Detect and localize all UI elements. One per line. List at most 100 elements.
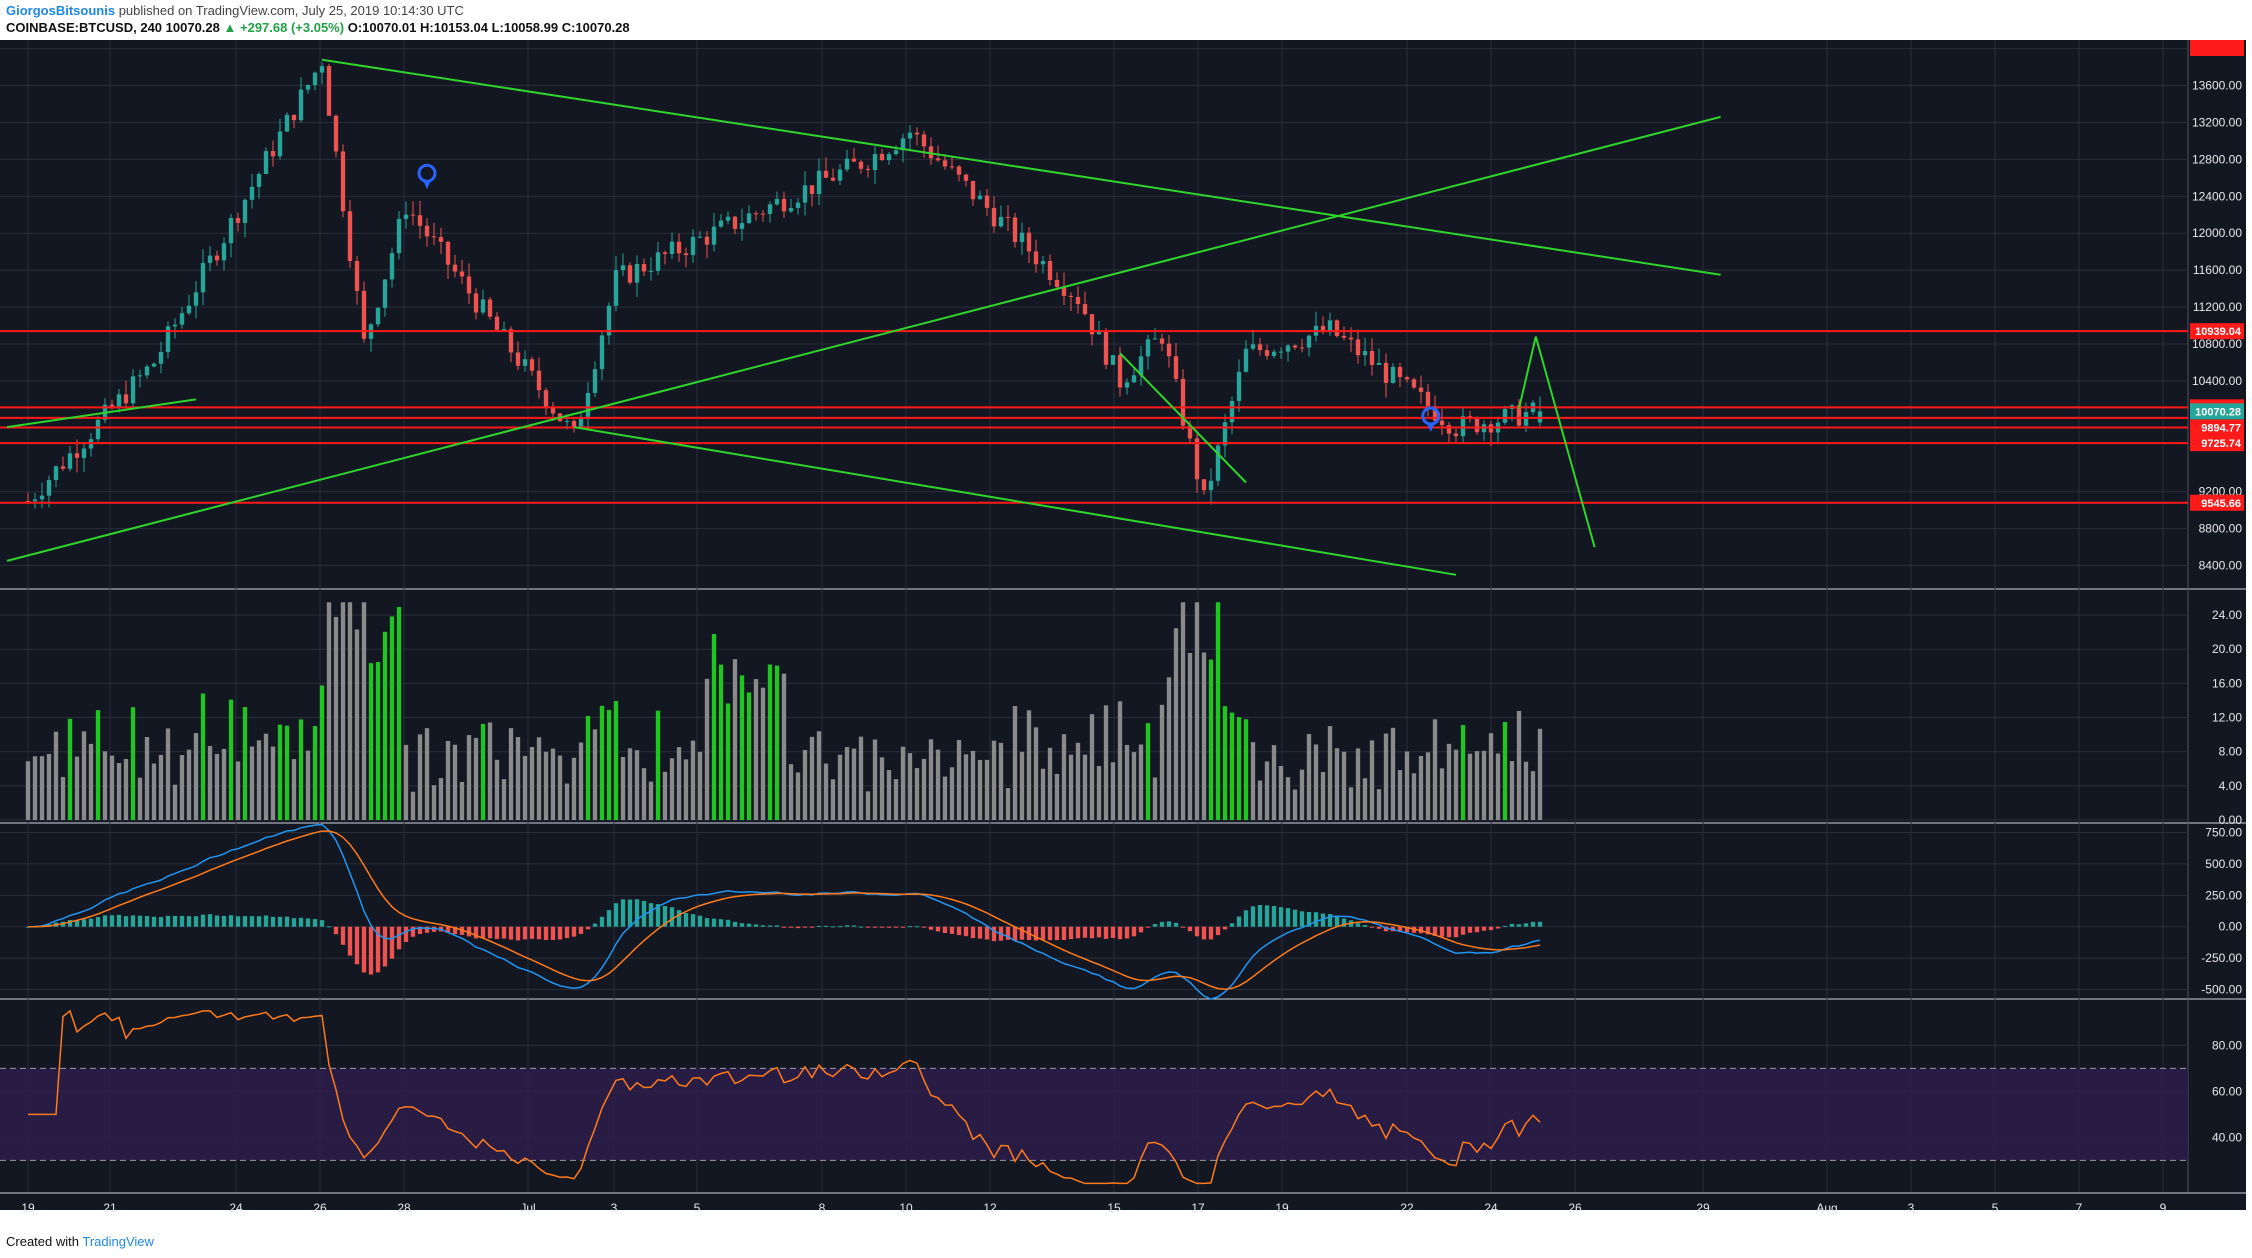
volume-bar: [900, 746, 906, 820]
volume-bar: [718, 664, 724, 820]
volume-bar: [914, 768, 920, 820]
macd-histogram-bar: [1334, 916, 1340, 927]
candle-body: [641, 264, 647, 272]
volume-bar: [606, 709, 612, 820]
footer: Created with TradingView: [6, 1234, 154, 1249]
candle-body: [25, 500, 31, 502]
macd-histogram-bar: [1222, 926, 1228, 930]
macd-histogram-bar: [1117, 926, 1123, 940]
close-value: C:10070.28: [561, 20, 630, 35]
macd-histogram-bar: [872, 926, 878, 928]
volume-bar: [340, 602, 346, 820]
volume-bar: [872, 739, 878, 820]
trendline[interactable]: [6, 398, 197, 429]
candle-body: [1516, 405, 1522, 426]
trendline[interactable]: [573, 426, 1457, 576]
volume-bar: [1453, 749, 1459, 820]
volume-bar: [1089, 714, 1095, 820]
candle-body: [81, 448, 87, 458]
volume-bar: [1201, 652, 1207, 820]
volume-bar: [669, 758, 675, 820]
volume-bar: [1194, 602, 1200, 820]
author-link[interactable]: GiorgosBitsounis: [6, 3, 116, 18]
candle-body: [1061, 286, 1067, 296]
macd-histogram-bar: [655, 904, 661, 927]
candle-body: [1397, 367, 1403, 378]
price-change: ▲ +297.68 (+3.05%): [223, 20, 345, 35]
macd-histogram-bar: [1453, 926, 1459, 938]
candle-body: [459, 271, 465, 277]
candle-body: [1005, 216, 1011, 218]
volume-bar: [1285, 777, 1291, 820]
macd-histogram-bar: [1530, 921, 1536, 927]
volume-bar: [1208, 659, 1214, 820]
volume-bar: [1362, 778, 1368, 820]
volume-bar: [557, 755, 563, 820]
candle-body: [1103, 330, 1109, 365]
trendline[interactable]: [1119, 352, 1247, 484]
candle-body: [1369, 351, 1375, 365]
macd-histogram-bar: [67, 920, 73, 927]
macd-histogram-bar: [221, 915, 227, 927]
macd-histogram-bar: [844, 925, 850, 927]
volume-bar: [137, 777, 143, 820]
trendline[interactable]: [321, 58, 1721, 276]
candle-body: [606, 305, 612, 336]
volume-bar: [116, 763, 122, 820]
volume-tick-label: 4.00: [2219, 779, 2243, 793]
volume-bar: [375, 662, 381, 820]
macd-histogram-bar: [949, 926, 955, 934]
volume-bar: [732, 659, 738, 820]
macd-histogram-bar: [774, 925, 780, 927]
volume-bar: [767, 664, 773, 820]
macd-histogram-bar: [529, 926, 535, 939]
tradingview-logo-icon[interactable]: TradingView: [82, 1234, 154, 1249]
volume-bar: [1334, 748, 1340, 820]
candle-body: [417, 215, 423, 226]
price-tick-label: 13600.00: [2192, 79, 2242, 93]
macd-histogram-bar: [1229, 923, 1235, 927]
candle-body: [550, 407, 556, 414]
candle-body: [725, 216, 731, 221]
macd-histogram-bar: [690, 914, 696, 927]
trendline[interactable]: [1518, 336, 1596, 548]
macd-histogram-bar: [501, 926, 507, 939]
volume-bar: [1040, 768, 1046, 820]
macd-histogram-bar: [1257, 904, 1263, 927]
candle-body: [333, 115, 339, 152]
volume-bar: [60, 776, 66, 820]
macd-histogram-bar: [1523, 923, 1529, 927]
macd-histogram-bar: [613, 903, 619, 927]
x-tick-label: 5: [694, 1201, 701, 1215]
candle-body: [109, 404, 115, 408]
macd-histogram-bar: [417, 926, 423, 934]
macd-histogram-bar: [1502, 925, 1508, 927]
macd-histogram-bar: [564, 926, 570, 939]
candle-body: [1138, 356, 1144, 376]
candle-body: [207, 255, 213, 263]
macd-histogram-bar: [1166, 921, 1172, 927]
candle-body: [284, 114, 290, 132]
candle-body: [620, 265, 626, 271]
candle-body: [179, 313, 185, 325]
candle-body: [32, 499, 38, 502]
volume-bar: [515, 737, 521, 820]
volume-tick-label: 0.00: [2219, 813, 2243, 827]
candle-body: [60, 466, 66, 469]
macd-histogram-bar: [88, 918, 94, 927]
volume-bar: [970, 750, 976, 820]
volume-bar: [144, 737, 150, 820]
volume-bar: [851, 748, 857, 820]
candle-body: [1222, 422, 1228, 446]
level-tag: [2190, 40, 2244, 56]
macd-histogram-bar: [172, 915, 178, 927]
macd-histogram-bar: [1397, 926, 1403, 932]
candle-body: [151, 363, 157, 367]
trendline[interactable]: [6, 115, 1721, 562]
volume-bar: [1257, 780, 1263, 820]
candle-body: [564, 420, 570, 422]
macd-histogram-bar: [116, 914, 122, 927]
candle-body: [1180, 378, 1186, 426]
chart-canvas[interactable]: 19 21 24 26 28 Jul 3 5 8 10 12 15 17 19 22 24 26 29 Aug 3 5 7…: [0, 40, 2252, 1230]
volume-bar: [1369, 740, 1375, 820]
